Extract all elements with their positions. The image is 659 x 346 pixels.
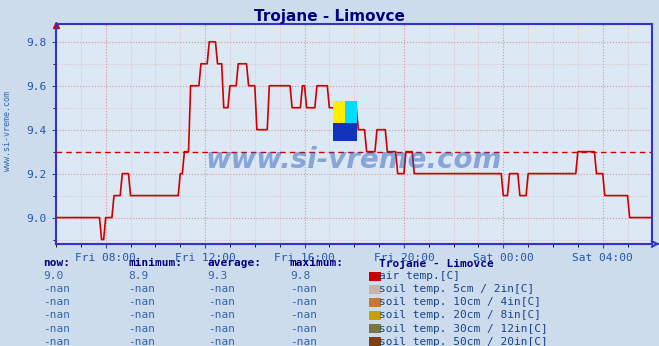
- Text: -nan: -nan: [43, 284, 70, 294]
- Text: -nan: -nan: [129, 310, 156, 320]
- Text: -nan: -nan: [43, 310, 70, 320]
- Text: -nan: -nan: [208, 324, 235, 334]
- Text: -nan: -nan: [43, 297, 70, 307]
- Text: now:: now:: [43, 258, 70, 268]
- Text: minimum:: minimum:: [129, 258, 183, 268]
- Text: -nan: -nan: [129, 284, 156, 294]
- Text: -nan: -nan: [290, 284, 317, 294]
- Text: -nan: -nan: [290, 297, 317, 307]
- Text: soil temp. 30cm / 12in[C]: soil temp. 30cm / 12in[C]: [379, 324, 548, 334]
- Text: -nan: -nan: [208, 297, 235, 307]
- Text: -nan: -nan: [208, 310, 235, 320]
- Text: average:: average:: [208, 258, 262, 268]
- FancyBboxPatch shape: [333, 123, 357, 141]
- Text: 9.0: 9.0: [43, 271, 63, 281]
- Text: -nan: -nan: [129, 337, 156, 346]
- Text: www.si-vreme.com: www.si-vreme.com: [3, 91, 13, 172]
- FancyBboxPatch shape: [333, 101, 345, 123]
- Text: -nan: -nan: [129, 324, 156, 334]
- Text: -nan: -nan: [43, 337, 70, 346]
- Text: -nan: -nan: [129, 297, 156, 307]
- Text: 9.3: 9.3: [208, 271, 228, 281]
- Text: air temp.[C]: air temp.[C]: [379, 271, 460, 281]
- Text: soil temp. 5cm / 2in[C]: soil temp. 5cm / 2in[C]: [379, 284, 534, 294]
- Text: -nan: -nan: [208, 337, 235, 346]
- Text: -nan: -nan: [290, 310, 317, 320]
- Text: -nan: -nan: [290, 337, 317, 346]
- Text: maximum:: maximum:: [290, 258, 344, 268]
- Text: 8.9: 8.9: [129, 271, 149, 281]
- Text: -nan: -nan: [208, 284, 235, 294]
- Text: www.si-vreme.com: www.si-vreme.com: [206, 146, 502, 174]
- Text: -nan: -nan: [43, 324, 70, 334]
- Text: soil temp. 20cm / 8in[C]: soil temp. 20cm / 8in[C]: [379, 310, 541, 320]
- Text: -nan: -nan: [290, 324, 317, 334]
- Text: soil temp. 10cm / 4in[C]: soil temp. 10cm / 4in[C]: [379, 297, 541, 307]
- Text: Trojane - Limovce: Trojane - Limovce: [379, 258, 494, 269]
- Text: Trojane - Limovce: Trojane - Limovce: [254, 9, 405, 24]
- Text: 9.8: 9.8: [290, 271, 310, 281]
- Text: soil temp. 50cm / 20in[C]: soil temp. 50cm / 20in[C]: [379, 337, 548, 346]
- FancyBboxPatch shape: [345, 101, 357, 123]
